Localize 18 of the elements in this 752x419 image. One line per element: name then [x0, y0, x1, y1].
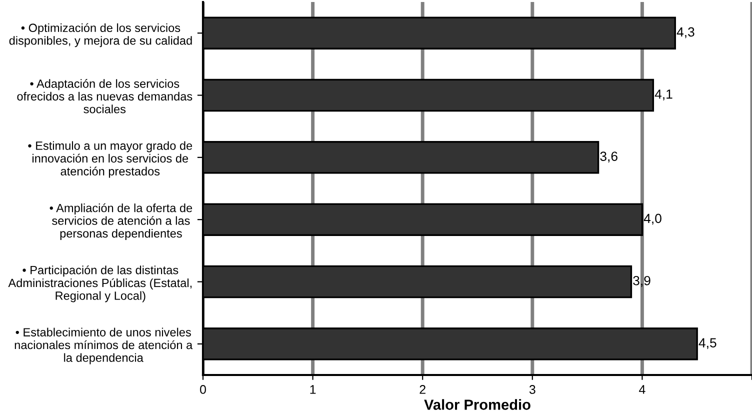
data-label: 3,6 — [600, 152, 618, 163]
data-label: 4,1 — [654, 90, 672, 100]
y-tick-label: • Optimización de los servicios disponibles, y mejora de su calidad — [9, 23, 192, 48]
data-label: 4,5 — [698, 338, 716, 350]
y-tick-label: • Adaptación de los servicios ofrecidos a las nuevas demandas sociales — [17, 79, 192, 114]
y-tick-label: • Establecimiento de unos niveles nacionales mínimos de atención a la dependencia — [14, 328, 193, 364]
y-tick-label: • Ampliación de la oferta de servicios de atención a las personas dependientes — [50, 203, 192, 240]
x-tick-label: 2 — [420, 385, 426, 394]
x-axis-title: Valor Promedio — [424, 399, 530, 410]
data-label: 4,0 — [644, 214, 662, 225]
x-tick-label: 3 — [529, 385, 536, 394]
y-tick-label: • Participación de las distintas Administraciones Públicas (Estatal, Regional y Local) — [8, 265, 192, 302]
x-tick-label: 1 — [310, 385, 316, 394]
data-label: 3,9 — [633, 276, 650, 287]
y-tick-label: • Estimulo a un mayor grado de innovación en los servicios de atención prestados — [28, 141, 192, 178]
x-tick-label: 4 — [639, 385, 646, 394]
data-label: 4,3 — [676, 27, 694, 38]
x-tick-label: 0 — [200, 385, 206, 394]
